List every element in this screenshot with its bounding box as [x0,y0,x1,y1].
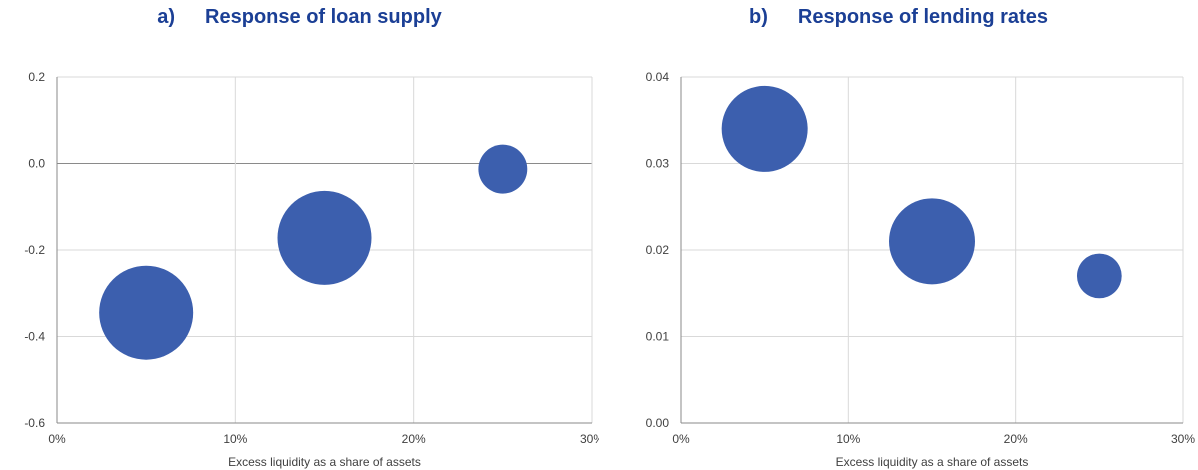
data-bubble [721,85,808,172]
x-tick-label: 10% [223,432,247,446]
x-tick-label: 0% [672,432,690,446]
panel-title-text: Response of loan supply [205,6,442,28]
y-tick-label: 0.04 [646,70,670,84]
x-axis-title: Excess liquidity as a share of assets [836,455,1029,469]
y-tick-label: -0.4 [24,330,45,344]
chart-title: b) Response of lending rates [599,6,1198,29]
data-bubble [478,144,528,194]
x-tick-label: 20% [402,432,426,446]
y-tick-label: 0.00 [646,416,670,430]
chart-panel-lending-rates: b) Response of lending rates 0.00 0.01 0.02… [599,0,1198,470]
y-tick-label: -0.2 [24,243,45,257]
panel-label: a) [157,6,176,28]
y-tick-label: -0.6 [24,416,45,430]
y-tick-label: 0.2 [28,70,45,84]
x-tick-label: 10% [836,432,860,446]
y-tick-label: 0.01 [646,330,670,344]
x-tick-label: 30% [1171,432,1195,446]
y-tick-label: 0.02 [646,243,670,257]
data-bubble [1076,253,1122,299]
x-axis-title: Excess liquidity as a share of assets [228,455,421,469]
x-tick-label: 30% [580,432,599,446]
scatter-plot-lending-rates: 0.00 0.01 0.02 0.03 0.04 0% 10% 20% 30% Excess li… [646,70,1196,469]
chart-title: a) Response of loan supply [0,6,599,29]
chart-panel-loan-supply: a) Response of loan supply -0.6 -0.4 -0.2 0.… [0,6,599,469]
y-tick-label: 0.0 [28,157,45,171]
data-bubble [889,198,975,285]
x-tick-label: 0% [48,432,66,446]
data-bubble [99,265,194,360]
x-tick-label: 20% [1004,432,1028,446]
y-tick-label: 0.03 [646,157,670,171]
panel-title-text: Response of lending rates [797,6,1048,28]
scatter-plot-loan-supply: -0.6 -0.4 -0.2 0.0 0.2 0% 10% 20% 30% Excess liqu… [24,70,599,469]
panel-label: b) [749,6,768,28]
data-bubble [277,190,372,285]
